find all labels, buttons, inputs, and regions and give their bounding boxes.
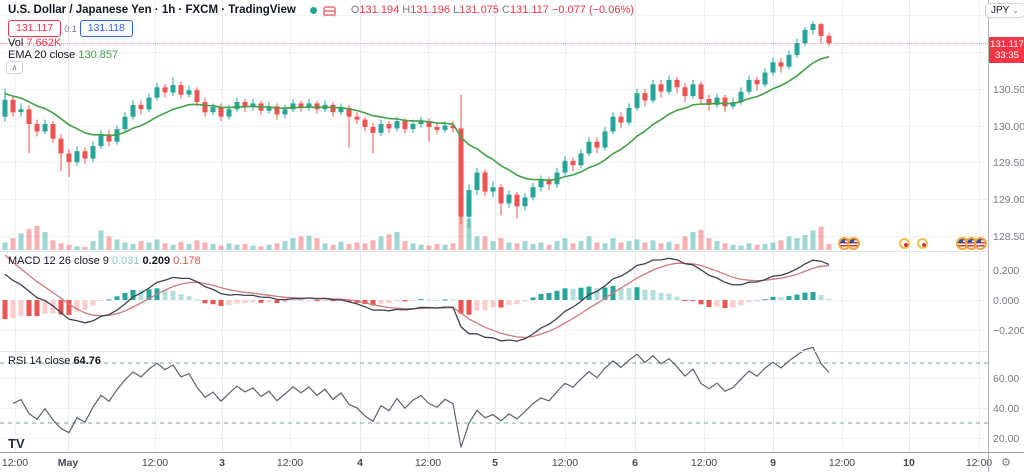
volume-legend[interactable]: Vol 7.662K	[8, 37, 61, 49]
ohlc-high-label: H	[402, 4, 411, 17]
collapse-legend-button[interactable]: ∧	[6, 61, 23, 74]
rsi-label: RSI 14 close	[8, 355, 71, 368]
volume-value: 7.662K	[26, 37, 62, 50]
ohlc-high-value: 131.196	[410, 4, 450, 17]
buy-button[interactable]: 131.118	[79, 20, 133, 37]
gear-icon[interactable]: ⚙	[1001, 457, 1011, 469]
volume-label: Vol	[8, 37, 24, 50]
market-status-icon[interactable]	[309, 6, 317, 14]
spread-value: 0.1	[64, 23, 77, 34]
symbol-title[interactable]: U.S. Dollar / Japanese Yen · 1h · FXCM ·…	[8, 4, 296, 17]
ohlc-low-label: L	[453, 4, 460, 17]
macd-pane-chart[interactable]	[0, 251, 988, 351]
last-price-badge: 131.117 33:35	[989, 37, 1024, 63]
rsi-value: 64.76	[73, 355, 101, 368]
ohlc-close-label: C	[501, 4, 510, 17]
main-price-chart[interactable]	[0, 0, 988, 251]
grid-layer	[0, 0, 988, 452]
economic-event-marker[interactable]	[917, 238, 928, 249]
change-value: −0.077 (−0.06%)	[551, 4, 634, 17]
ohlc-close-value: 131.117	[509, 4, 549, 17]
economic-event-flag-icon	[847, 237, 860, 250]
macd-signal-value: 0.178	[173, 255, 201, 268]
macd-legend[interactable]: MACD 12 26 close 9 0.031 0.209 0.178	[8, 255, 201, 267]
economic-event-dot-icon	[917, 238, 928, 249]
tradingview-logo[interactable]: TV	[8, 436, 25, 451]
ohlc-low-value: 131.075	[459, 4, 499, 17]
economic-event-dot-icon	[899, 238, 910, 249]
macd-label: MACD 12 26 close 9	[8, 255, 109, 268]
economic-event-marker[interactable]	[899, 238, 910, 249]
pane-separator-macd[interactable]	[0, 251, 988, 252]
economic-event-flag-icon	[974, 237, 987, 250]
currency-selector-button[interactable]: JPY ⌄	[985, 3, 1024, 18]
economic-event-marker[interactable]	[838, 237, 860, 250]
ema-value: 130.857	[78, 49, 119, 62]
macd-line-value: 0.209	[142, 255, 171, 268]
bar-countdown: 33:35	[995, 50, 1019, 61]
pane-separator-rsi[interactable]	[0, 351, 988, 352]
sell-button[interactable]: 131.117	[8, 20, 62, 37]
price-axis[interactable]: JPY ⌄ 131.117 33:35 130.500130.000129.50…	[985, 0, 1024, 452]
chevron-down-icon: ⌄	[1011, 6, 1019, 15]
time-axis[interactable]: 12:00 May 12:00 3 12:00 4 12:00 5 12:00 6 12:00 9 12…	[0, 452, 1024, 472]
macd-hist-value: 0.031	[111, 255, 140, 268]
current-price-line	[0, 43, 988, 44]
last-price-value: 131.117	[990, 39, 1024, 50]
economic-event-marker[interactable]	[956, 237, 987, 250]
ema-label: EMA 20 close	[8, 49, 76, 62]
ema-legend[interactable]: EMA 20 close 130.857	[8, 49, 118, 61]
object-tree-icon[interactable]	[322, 5, 336, 18]
symbol-header-row: U.S. Dollar / Japanese Yen · 1h · FXCM ·…	[8, 4, 634, 18]
ohlc-open-label: O	[350, 4, 360, 17]
rsi-legend[interactable]: RSI 14 close 64.76	[8, 355, 101, 367]
ohlc-open-value: 131.194	[359, 4, 400, 17]
rsi-pane-chart[interactable]	[0, 346, 988, 452]
quote-row: 131.117 0.1 131.118	[8, 20, 133, 37]
